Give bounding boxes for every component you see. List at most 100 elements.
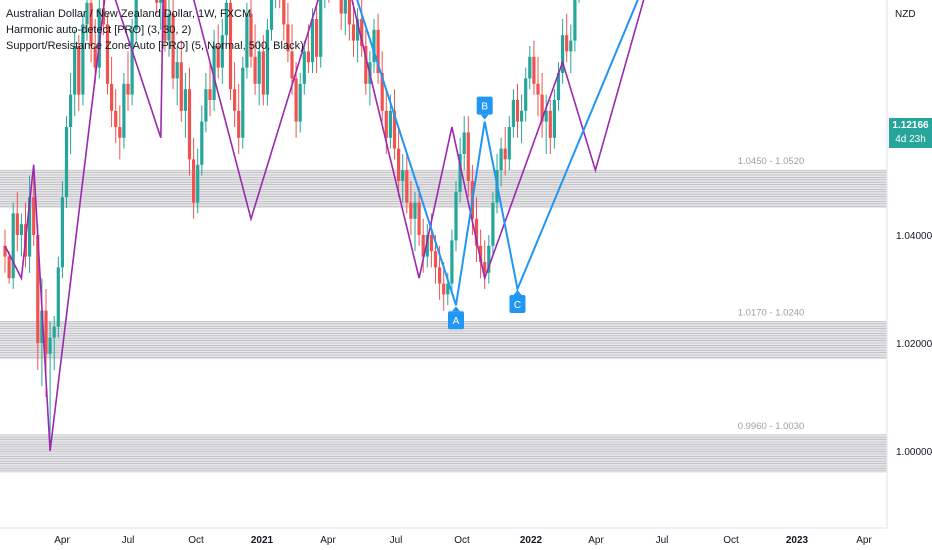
time-tick-label: Jul [656, 535, 669, 546]
candle-body [126, 83, 130, 95]
indicator-sr-zone[interactable]: Support/Resistance Zone Auto [PRO] (5, N… [6, 40, 304, 52]
last-price: 1.12166 [892, 120, 929, 131]
candle-body [93, 46, 97, 68]
candle-body [110, 83, 114, 111]
candle-body [372, 29, 376, 63]
candle-body [433, 251, 438, 268]
candle-body [302, 51, 306, 84]
candle-body [187, 89, 192, 160]
candle-body [155, 0, 159, 3]
candle-body [380, 73, 384, 111]
harmonic-marker-box [448, 311, 464, 330]
candle-body [397, 148, 401, 181]
candle-body [450, 240, 454, 284]
candle-body [196, 164, 200, 203]
harmonic-marker-label: A [453, 316, 460, 327]
sr-zone-label: 1.0450 - 1.0520 [738, 156, 805, 167]
indicator-harmonic[interactable]: Harmonic auto-detect [PRO] (3, 30, 2) [6, 24, 192, 36]
candle-body [462, 132, 466, 154]
time-tick-label: Jul [122, 535, 135, 546]
candle-body [28, 197, 32, 257]
candle-body [388, 110, 392, 138]
candle-body [56, 267, 60, 327]
candle-body [429, 235, 433, 252]
candle-body [343, 0, 347, 14]
bar-countdown: 4d 23h [895, 134, 926, 145]
time-tick-label: Apr [856, 535, 872, 546]
candle-body [114, 110, 118, 127]
candle-body [212, 46, 216, 100]
candle-body [351, 24, 356, 41]
candle-body [52, 326, 56, 338]
candle-body [446, 283, 450, 295]
candle-body [216, 46, 220, 68]
candle-body [487, 245, 491, 273]
harmonic-point-c: C [509, 290, 526, 313]
candle-body [171, 13, 175, 79]
harmonic-marker-pointer [513, 290, 522, 295]
candle-body [179, 62, 183, 111]
candle-body [438, 267, 442, 284]
candle-body [163, 0, 167, 41]
candle-body [532, 56, 536, 84]
chart-legend: Australian Dollar / New Zealand Dollar, … [6, 6, 304, 54]
candle-body [122, 83, 126, 138]
candle-body [425, 235, 429, 257]
candle-body [224, 2, 228, 36]
candle-body [220, 35, 224, 68]
time-tick-label: Oct [723, 535, 739, 546]
harmonic-marker-pointer [480, 114, 489, 120]
time-tick-label: Oct [188, 535, 204, 546]
price-tick-label: 1.02000 [896, 339, 932, 350]
candle-body [401, 170, 405, 181]
candle-body [192, 159, 196, 203]
time-tick-label: Apr [588, 535, 604, 546]
candle-body [499, 148, 503, 171]
candle-body [167, 13, 171, 41]
candle-body [479, 245, 483, 262]
candle-body [536, 83, 540, 95]
candle-body [392, 110, 397, 149]
candle-body [339, 0, 343, 14]
candle-body [454, 191, 458, 241]
candles [3, 0, 580, 451]
harmonic-marker-box [476, 96, 493, 115]
candle-body [356, 19, 360, 41]
harmonic-marker-label: C [514, 300, 521, 311]
candle-body [417, 202, 421, 235]
candle-body [269, 0, 274, 30]
time-tick-label: Apr [54, 535, 70, 546]
candle-body [241, 67, 245, 138]
candle-body [544, 110, 548, 122]
candle-body [384, 110, 388, 138]
sr-zone-label: 1.0170 - 1.0240 [738, 307, 805, 318]
candle-body [245, 13, 249, 68]
candle-body [237, 110, 241, 138]
harmonic-marker-pointer [452, 306, 460, 312]
candle-body [89, 2, 93, 47]
candle-body [515, 100, 520, 122]
candle-body [130, 29, 134, 95]
symbol-title[interactable]: Australian Dollar / New Zealand Dollar, … [6, 8, 252, 20]
candle-body [540, 94, 544, 122]
candle-body [48, 337, 52, 354]
sr-zone-band [0, 434, 887, 473]
candle-body [286, 24, 290, 52]
candle-body [298, 83, 302, 122]
candle-body [573, 0, 577, 41]
candle-body [306, 51, 310, 63]
candle-body [64, 127, 69, 198]
candle-body [347, 0, 351, 25]
candle-body [60, 197, 64, 268]
candle-body [528, 56, 532, 79]
candle-body [376, 29, 380, 73]
price-tick-label: 1.00000 [896, 447, 932, 458]
candle-body [569, 40, 573, 52]
candle-body [421, 235, 425, 257]
candle-body [458, 154, 462, 192]
candle-body [11, 213, 15, 279]
currency-label: NZD [895, 9, 916, 20]
candle-body [524, 78, 528, 111]
candle-body [520, 110, 524, 122]
